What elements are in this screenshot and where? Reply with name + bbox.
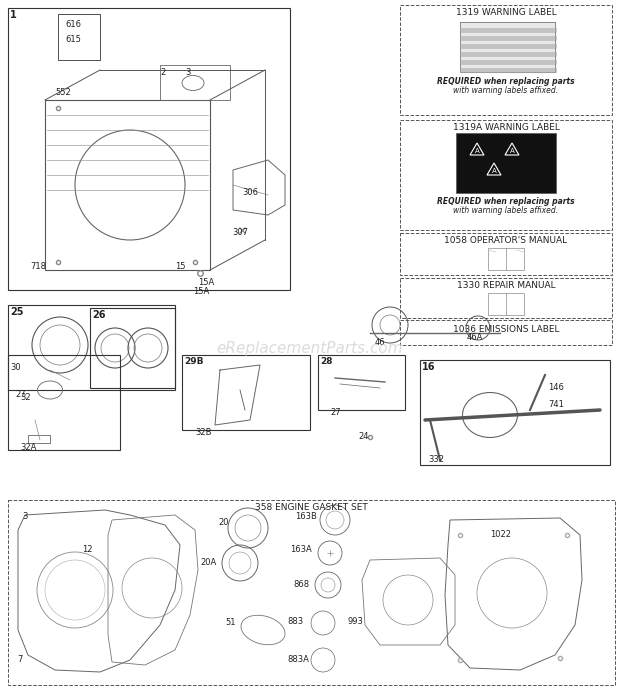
Text: 15: 15	[175, 262, 185, 271]
Bar	[460, 22, 555, 72]
Text: 616: 616	[65, 20, 81, 29]
Text: 1319 WARNING LABEL: 1319 WARNING LABEL	[456, 8, 556, 17]
Text: 51: 51	[225, 618, 236, 627]
Text: 1319A WARNING LABEL: 1319A WARNING LABEL	[453, 123, 559, 132]
Text: eReplacementParts.com: eReplacementParts.com	[216, 340, 404, 356]
Bar	[400, 320, 612, 345]
Bar	[8, 355, 120, 450]
Text: 552: 552	[55, 88, 71, 97]
Text: 358 ENGINE GASKET SET: 358 ENGINE GASKET SET	[255, 503, 368, 512]
Bar	[400, 5, 612, 115]
Bar	[400, 233, 612, 275]
Text: 30: 30	[10, 363, 20, 372]
Text: 16: 16	[422, 362, 435, 372]
Text: 306: 306	[242, 188, 258, 197]
Text: 27: 27	[15, 390, 25, 399]
Text: 1036 EMISSIONS LABEL: 1036 EMISSIONS LABEL	[453, 325, 559, 334]
Text: 993: 993	[348, 617, 364, 626]
Text: 46A: 46A	[467, 333, 484, 342]
Text: A: A	[492, 168, 497, 174]
Text: 26: 26	[92, 310, 105, 320]
Text: 24: 24	[358, 432, 368, 441]
Text: 163B: 163B	[295, 512, 317, 521]
Text: 25: 25	[10, 307, 24, 317]
Text: 32A: 32A	[20, 443, 37, 452]
Text: A: A	[510, 148, 515, 154]
Text: 146: 146	[548, 383, 564, 392]
Text: 15A: 15A	[198, 278, 215, 287]
Bar	[28, 435, 50, 443]
Text: 1: 1	[10, 10, 17, 20]
Text: 32B: 32B	[195, 428, 211, 437]
Text: with warning labels affixed.: with warning labels affixed.	[453, 86, 559, 95]
Bar	[488, 248, 524, 270]
Text: 741: 741	[548, 400, 564, 409]
Text: 3: 3	[185, 68, 190, 77]
Text: 883A: 883A	[287, 655, 309, 664]
Text: A: A	[475, 148, 479, 154]
Text: REQUIRED when replacing parts: REQUIRED when replacing parts	[437, 77, 575, 86]
Text: 1022: 1022	[490, 530, 511, 539]
Text: 3: 3	[22, 512, 27, 521]
Text: 20: 20	[218, 518, 229, 527]
Bar	[400, 120, 612, 230]
Text: REQUIRED when replacing parts: REQUIRED when replacing parts	[437, 197, 575, 206]
Bar	[8, 500, 615, 685]
Text: 7: 7	[17, 655, 22, 664]
Text: 163A: 163A	[290, 545, 312, 554]
Text: 332: 332	[428, 455, 444, 464]
Text: 27: 27	[330, 408, 340, 417]
Bar	[488, 293, 524, 315]
Bar	[420, 360, 610, 465]
Text: 2: 2	[160, 68, 166, 77]
Bar	[90, 308, 175, 388]
Bar	[318, 355, 405, 410]
Text: 868: 868	[293, 580, 309, 589]
Bar	[58, 14, 100, 60]
Text: 615: 615	[65, 35, 81, 44]
Text: 1330 REPAIR MANUAL: 1330 REPAIR MANUAL	[457, 281, 556, 290]
Text: 28: 28	[320, 357, 332, 366]
Text: with warning labels affixed.: with warning labels affixed.	[453, 206, 559, 215]
Text: 46: 46	[375, 338, 386, 347]
Text: 883: 883	[287, 617, 303, 626]
Bar	[400, 278, 612, 318]
Text: 15A: 15A	[193, 287, 210, 296]
Text: 29B: 29B	[184, 357, 203, 366]
Text: 12: 12	[82, 545, 92, 554]
Text: 307: 307	[232, 228, 248, 237]
Bar	[182, 355, 310, 430]
Bar	[8, 8, 290, 290]
Bar	[8, 305, 175, 390]
Text: 32: 32	[20, 393, 30, 402]
Bar	[160, 65, 230, 100]
Bar	[456, 133, 556, 193]
Text: 20A: 20A	[200, 558, 216, 567]
Text: 1058 OPERATOR'S MANUAL: 1058 OPERATOR'S MANUAL	[445, 236, 567, 245]
Text: 718: 718	[30, 262, 46, 271]
